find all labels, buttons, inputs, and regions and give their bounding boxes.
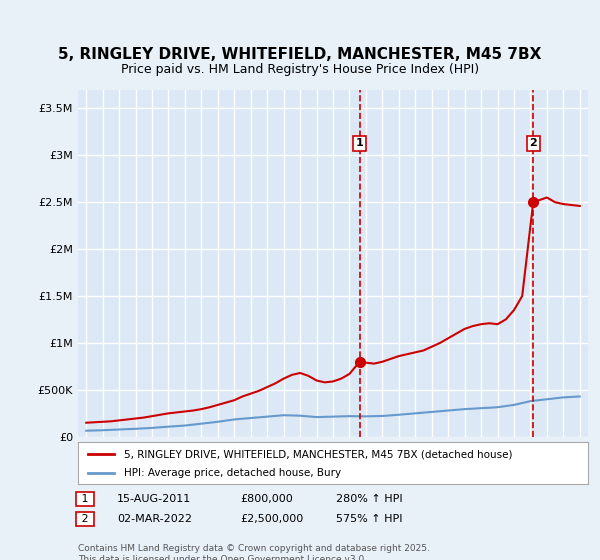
Text: Contains HM Land Registry data © Crown copyright and database right 2025.
This d: Contains HM Land Registry data © Crown c… bbox=[78, 544, 430, 560]
Text: 1: 1 bbox=[356, 138, 364, 148]
Text: 1: 1 bbox=[78, 494, 92, 504]
Text: £2,500,000: £2,500,000 bbox=[240, 514, 303, 524]
Text: 5, RINGLEY DRIVE, WHITEFIELD, MANCHESTER, M45 7BX: 5, RINGLEY DRIVE, WHITEFIELD, MANCHESTER… bbox=[58, 46, 542, 62]
Text: 02-MAR-2022: 02-MAR-2022 bbox=[117, 514, 192, 524]
Text: Price paid vs. HM Land Registry's House Price Index (HPI): Price paid vs. HM Land Registry's House … bbox=[121, 63, 479, 76]
Text: 2: 2 bbox=[78, 514, 92, 524]
Text: HPI: Average price, detached house, Bury: HPI: Average price, detached house, Bury bbox=[124, 468, 341, 478]
Text: £800,000: £800,000 bbox=[240, 494, 293, 504]
Text: 575% ↑ HPI: 575% ↑ HPI bbox=[336, 514, 403, 524]
Text: 15-AUG-2011: 15-AUG-2011 bbox=[117, 494, 191, 504]
Text: 280% ↑ HPI: 280% ↑ HPI bbox=[336, 494, 403, 504]
Text: 5, RINGLEY DRIVE, WHITEFIELD, MANCHESTER, M45 7BX (detached house): 5, RINGLEY DRIVE, WHITEFIELD, MANCHESTER… bbox=[124, 449, 512, 459]
Text: 2: 2 bbox=[529, 138, 537, 148]
